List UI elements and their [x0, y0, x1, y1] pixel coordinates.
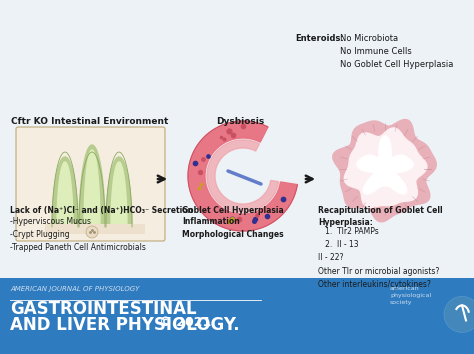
Polygon shape	[52, 157, 78, 227]
Text: -Hyperviscous Mucus
-Crypt Plugging
-Trapped Paneth Cell Antimicrobials: -Hyperviscous Mucus -Crypt Plugging -Tra…	[10, 217, 146, 252]
Polygon shape	[357, 136, 413, 194]
Polygon shape	[106, 157, 132, 227]
Text: american
physiological
society: american physiological society	[390, 286, 431, 305]
Bar	[45, 224, 145, 234]
Text: Inflammation
Morphological Changes: Inflammation Morphological Changes	[182, 217, 283, 239]
Text: Cftr KO Intestinal Environment: Cftr KO Intestinal Environment	[11, 117, 169, 126]
Polygon shape	[84, 150, 100, 227]
Text: © 2021: © 2021	[155, 316, 211, 329]
Text: 1.  Tlr2 PAMPs
   2.  Il - 13
Il - 22?
Other Tlr or microbial agonists?
Other in: 1. Tlr2 PAMPs 2. Il - 13 Il - 22? Other …	[318, 227, 439, 289]
Text: Lack of (Na⁺)Cl⁻ and (Na⁺)HCO₃⁻ Secretion: Lack of (Na⁺)Cl⁻ and (Na⁺)HCO₃⁻ Secretio…	[10, 206, 193, 215]
Text: GASTROINTESTINAL: GASTROINTESTINAL	[10, 300, 197, 318]
Polygon shape	[188, 121, 297, 231]
Polygon shape	[111, 162, 127, 227]
Polygon shape	[333, 120, 436, 222]
Text: Recapitulation of Goblet Cell
Hyperplasia:: Recapitulation of Goblet Cell Hyperplasi…	[318, 206, 443, 227]
Bar	[0, 278, 474, 354]
Polygon shape	[344, 128, 427, 207]
Polygon shape	[79, 145, 105, 227]
Bar	[0, 0, 474, 278]
Text: Goblet Cell Hyperplasia: Goblet Cell Hyperplasia	[182, 206, 284, 215]
Text: No Microbiota: No Microbiota	[340, 34, 398, 43]
Text: No Goblet Cell Hyperplasia: No Goblet Cell Hyperplasia	[340, 60, 453, 69]
Text: No Immune Cells: No Immune Cells	[340, 47, 412, 56]
Circle shape	[444, 296, 474, 332]
Text: AMERICAN JOURNAL OF PHYSIOLOGY: AMERICAN JOURNAL OF PHYSIOLOGY	[10, 286, 139, 292]
Text: Dysbiosis: Dysbiosis	[216, 117, 264, 126]
Polygon shape	[57, 162, 73, 227]
Text: Enteroids:: Enteroids:	[295, 34, 344, 43]
FancyBboxPatch shape	[16, 127, 165, 241]
Circle shape	[86, 226, 98, 238]
Text: AND LIVER PHYSIOLOGY.: AND LIVER PHYSIOLOGY.	[10, 316, 240, 334]
Polygon shape	[207, 140, 279, 212]
